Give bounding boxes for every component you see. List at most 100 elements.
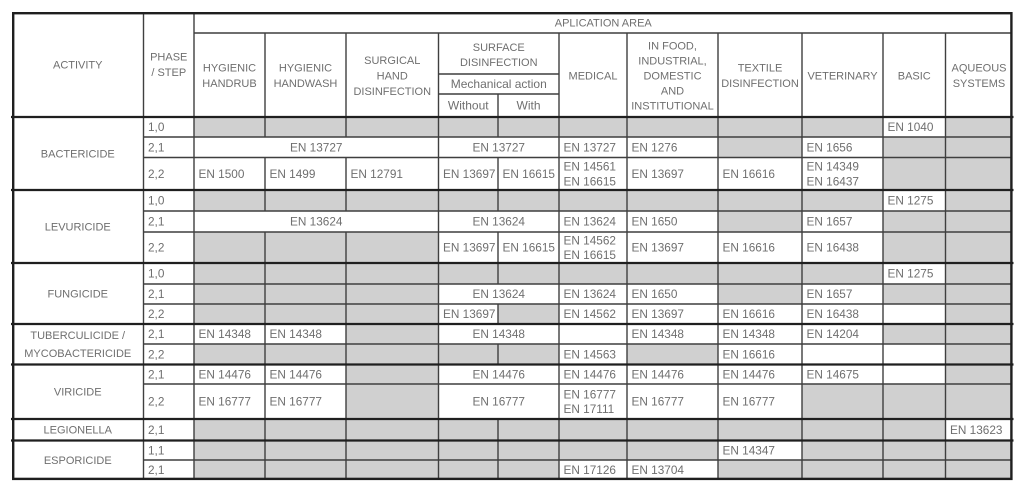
svg-text:INSTITUTIONAL: INSTITUTIONAL bbox=[631, 100, 714, 112]
svg-text:EN 14348: EN 14348 bbox=[723, 327, 776, 341]
svg-text:EN 1499: EN 1499 bbox=[270, 167, 316, 181]
svg-text:EN 13727: EN 13727 bbox=[564, 140, 616, 154]
svg-text:EN 13624: EN 13624 bbox=[564, 215, 617, 229]
svg-text:2,2: 2,2 bbox=[148, 241, 164, 255]
svg-text:TUBERCULICIDE /: TUBERCULICIDE / bbox=[30, 330, 126, 342]
svg-text:AQUEOUS: AQUEOUS bbox=[951, 63, 1006, 75]
svg-text:MYCOBACTERICIDE: MYCOBACTERICIDE bbox=[24, 348, 131, 360]
svg-text:LEGIONELLA: LEGIONELLA bbox=[44, 425, 113, 437]
svg-text:EN 14561: EN 14561 bbox=[564, 160, 616, 174]
svg-text:EN 1650: EN 1650 bbox=[632, 287, 678, 301]
svg-text:2,2: 2,2 bbox=[148, 395, 164, 409]
svg-text:2,1: 2,1 bbox=[148, 327, 164, 341]
svg-text:AND: AND bbox=[661, 85, 684, 97]
svg-text:HAND: HAND bbox=[377, 70, 408, 82]
svg-text:EN 14476: EN 14476 bbox=[564, 367, 617, 381]
svg-text:2,1: 2,1 bbox=[148, 140, 164, 154]
svg-text:APLICATION AREA: APLICATION AREA bbox=[555, 17, 653, 29]
svg-text:EN 14349: EN 14349 bbox=[807, 160, 859, 174]
svg-text:IN FOOD,: IN FOOD, bbox=[648, 40, 697, 52]
svg-text:EN 13624: EN 13624 bbox=[473, 215, 526, 229]
svg-text:EN 16615: EN 16615 bbox=[564, 248, 617, 262]
svg-text:EN 16615: EN 16615 bbox=[503, 241, 556, 255]
svg-text:EN 16777: EN 16777 bbox=[564, 387, 616, 401]
svg-text:EN 1657: EN 1657 bbox=[807, 287, 853, 301]
svg-text:2,2: 2,2 bbox=[148, 307, 164, 321]
svg-text:EN 13697: EN 13697 bbox=[443, 307, 495, 321]
svg-text:EN 1275: EN 1275 bbox=[888, 267, 934, 281]
svg-text:EN 13623: EN 13623 bbox=[950, 423, 1003, 437]
svg-text:2,2: 2,2 bbox=[148, 167, 164, 181]
svg-text:2,1: 2,1 bbox=[148, 367, 164, 381]
svg-text:EN 16438: EN 16438 bbox=[807, 241, 860, 255]
svg-text:EN 1040: EN 1040 bbox=[888, 120, 934, 134]
svg-text:EN 1500: EN 1500 bbox=[199, 167, 245, 181]
svg-text:EN 14347: EN 14347 bbox=[723, 443, 775, 457]
svg-text:EN 16777: EN 16777 bbox=[473, 395, 525, 409]
svg-text:Without: Without bbox=[448, 98, 489, 112]
svg-text:EN 16616: EN 16616 bbox=[723, 307, 776, 321]
svg-text:HYGIENIC: HYGIENIC bbox=[203, 63, 256, 75]
svg-text:VETERINARY: VETERINARY bbox=[807, 70, 878, 82]
svg-text:EN 13727: EN 13727 bbox=[290, 140, 342, 154]
svg-text:HANDWASH: HANDWASH bbox=[274, 78, 338, 90]
svg-text:EN 12791: EN 12791 bbox=[351, 167, 403, 181]
svg-text:EN 14562: EN 14562 bbox=[564, 233, 616, 247]
svg-text:FUNGICIDE: FUNGICIDE bbox=[48, 288, 109, 300]
svg-text:EN 16616: EN 16616 bbox=[723, 241, 776, 255]
svg-text:ESPORICIDE: ESPORICIDE bbox=[44, 455, 112, 467]
svg-text:EN 16777: EN 16777 bbox=[199, 395, 251, 409]
svg-text:With: With bbox=[517, 98, 541, 112]
svg-text:2,1: 2,1 bbox=[148, 215, 164, 229]
svg-text:EN 16777: EN 16777 bbox=[632, 395, 684, 409]
svg-text:EN 1275: EN 1275 bbox=[888, 194, 934, 208]
svg-text:2,2: 2,2 bbox=[148, 347, 164, 361]
svg-text:EN 1656: EN 1656 bbox=[807, 140, 853, 154]
svg-text:VIRICIDE: VIRICIDE bbox=[54, 387, 102, 399]
svg-text:EN 13697: EN 13697 bbox=[632, 167, 684, 181]
svg-text:EN 14204: EN 14204 bbox=[807, 327, 860, 341]
svg-text:1,0: 1,0 bbox=[148, 194, 165, 208]
svg-text:ACTIVITY: ACTIVITY bbox=[53, 59, 103, 71]
svg-text:EN 13624: EN 13624 bbox=[473, 287, 526, 301]
svg-text:DISINFECTION: DISINFECTION bbox=[353, 86, 431, 98]
svg-text:EN 16777: EN 16777 bbox=[723, 395, 775, 409]
svg-text:EN 1650: EN 1650 bbox=[632, 215, 678, 229]
svg-text:1,1: 1,1 bbox=[148, 443, 164, 457]
svg-text:2,1: 2,1 bbox=[148, 423, 164, 437]
svg-text:EN 14476: EN 14476 bbox=[199, 367, 252, 381]
svg-text:MEDICAL: MEDICAL bbox=[569, 70, 618, 82]
svg-text:2,1: 2,1 bbox=[148, 287, 164, 301]
svg-text:EN 13727: EN 13727 bbox=[473, 140, 525, 154]
svg-text:EN 13697: EN 13697 bbox=[632, 241, 684, 255]
svg-text:EN 13697: EN 13697 bbox=[632, 307, 684, 321]
svg-text:EN 1276: EN 1276 bbox=[632, 140, 678, 154]
svg-text:1,0: 1,0 bbox=[148, 120, 165, 134]
svg-text:HANDRUB: HANDRUB bbox=[202, 78, 256, 90]
svg-text:EN 14476: EN 14476 bbox=[632, 367, 685, 381]
svg-text:EN 16438: EN 16438 bbox=[807, 307, 860, 321]
svg-text:DISINFECTION: DISINFECTION bbox=[721, 78, 799, 90]
svg-text:DOMESTIC: DOMESTIC bbox=[643, 70, 701, 82]
svg-text:EN 14348: EN 14348 bbox=[473, 327, 526, 341]
svg-text:EN 16615: EN 16615 bbox=[564, 174, 617, 188]
svg-text:EN 14563: EN 14563 bbox=[564, 347, 617, 361]
svg-text:EN 16437: EN 16437 bbox=[807, 174, 859, 188]
svg-text:SYSTEMS: SYSTEMS bbox=[953, 78, 1006, 90]
svg-text:EN 14675: EN 14675 bbox=[807, 367, 860, 381]
svg-text:EN 14562: EN 14562 bbox=[564, 307, 616, 321]
svg-text:EN 14476: EN 14476 bbox=[270, 367, 323, 381]
svg-text:EN 14476: EN 14476 bbox=[723, 367, 776, 381]
svg-text:BASIC: BASIC bbox=[898, 70, 931, 82]
svg-text:EN 13624: EN 13624 bbox=[290, 215, 343, 229]
svg-text:BACTERICIDE: BACTERICIDE bbox=[41, 148, 115, 160]
svg-text:1,0: 1,0 bbox=[148, 267, 165, 281]
svg-text:EN 16615: EN 16615 bbox=[503, 167, 556, 181]
svg-text:/ STEP: / STEP bbox=[151, 67, 186, 79]
svg-text:TEXTILE: TEXTILE bbox=[738, 63, 783, 75]
svg-text:EN 13697: EN 13697 bbox=[443, 241, 495, 255]
svg-text:EN 13624: EN 13624 bbox=[564, 287, 617, 301]
svg-text:HYGIENIC: HYGIENIC bbox=[279, 63, 332, 75]
svg-text:EN 14476: EN 14476 bbox=[473, 367, 526, 381]
svg-text:EN 14348: EN 14348 bbox=[270, 327, 323, 341]
